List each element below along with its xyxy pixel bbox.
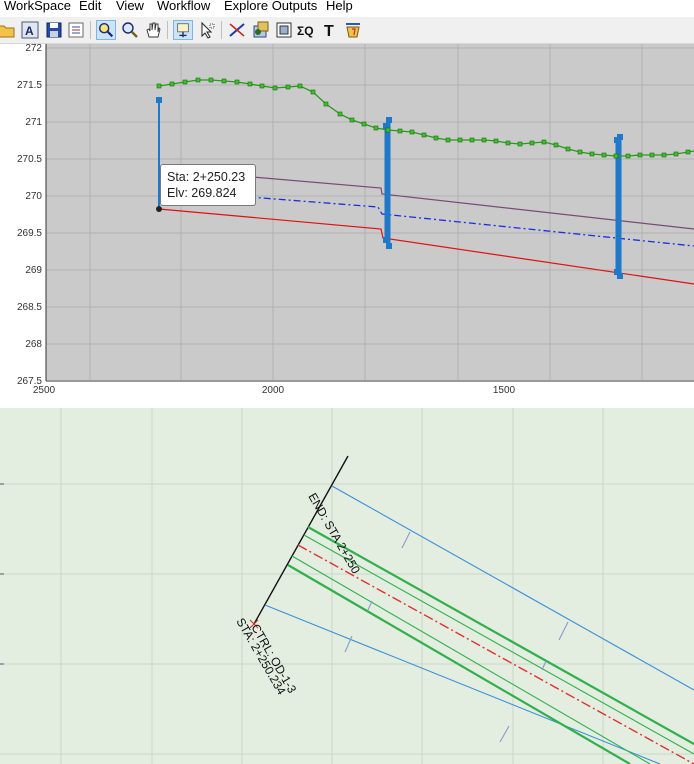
plan-blue-boundary	[264, 485, 694, 764]
toolbar: A ΣQ T	[0, 17, 694, 44]
x-tick-label: 1500	[493, 385, 516, 396]
y-tick-label: 271	[25, 117, 42, 128]
menu-edit[interactable]: Edit	[79, 0, 102, 13]
view-splitter[interactable]	[0, 400, 694, 408]
blue-dashdot-line	[158, 189, 694, 247]
selected-point-marker[interactable]	[156, 206, 162, 212]
centerline	[297, 544, 694, 764]
open-folder-icon[interactable]	[0, 20, 16, 40]
save-icon[interactable]	[44, 20, 64, 40]
toolbar-separator	[221, 21, 222, 39]
x-tick-label: 2000	[262, 385, 285, 396]
plan-green-edge	[287, 526, 694, 764]
y-tick-label: 268	[25, 339, 42, 350]
profile-plot-area	[46, 44, 694, 380]
menu-explore-outputs[interactable]: Explore Outputs	[224, 0, 318, 13]
text-tool-icon[interactable]: T	[320, 20, 340, 40]
structure-line	[158, 100, 622, 276]
y-tick-label: 270	[25, 191, 42, 202]
y-tick-label: 267.5	[17, 376, 42, 387]
profile-view[interactable]: 272 271.5 271 270.5 270 269.5 269 268.5 …	[0, 44, 694, 400]
text-style-icon[interactable]: A	[20, 20, 40, 40]
svg-text:T: T	[324, 23, 334, 40]
structure-node	[156, 97, 623, 279]
y-tick-label: 270.5	[17, 154, 42, 165]
y-tick-label: 268.5	[17, 302, 42, 313]
red-profile-line	[158, 208, 694, 285]
x-tick-label: 2500	[33, 385, 56, 396]
ground-point	[156, 77, 691, 159]
end-section-line	[253, 455, 349, 625]
bucket-icon[interactable]	[343, 20, 363, 40]
plan-view[interactable]: END: STA 2+250 CTRL: OD-1-3 STA: 2+250.2…	[0, 408, 694, 764]
select-point-icon[interactable]	[173, 20, 193, 40]
grid-layers-icon[interactable]	[251, 20, 271, 40]
y-tick-label: 269	[25, 265, 42, 276]
tooltip-elevation: Elv: 269.824	[167, 186, 237, 200]
plan-grid	[0, 408, 694, 764]
line-tool-icon[interactable]	[227, 20, 247, 40]
toolbar-separator	[167, 21, 168, 39]
pan-hand-icon[interactable]	[143, 20, 163, 40]
menu-workspace[interactable]: WorkSpace	[4, 0, 71, 13]
station-tooltip: Sta: 2+250.23 Elv: 269.824	[160, 164, 256, 206]
menu-bar: WorkSpace Edit View Workflow Explore Out…	[0, 0, 694, 17]
menu-help[interactable]: Help	[326, 0, 353, 13]
plan-tick-mark	[344, 531, 569, 743]
plan-background	[0, 408, 694, 764]
y-tick-label: 271.5	[17, 80, 42, 91]
properties-icon[interactable]	[66, 20, 86, 40]
menu-workflow[interactable]: Workflow	[157, 0, 211, 13]
control-point-marker[interactable]	[249, 619, 259, 629]
tooltip-station: Sta: 2+250.23	[167, 170, 246, 184]
zoom-icon[interactable]	[120, 20, 140, 40]
zoom-extents-icon[interactable]	[274, 20, 294, 40]
profile-grid	[46, 44, 694, 380]
menu-view[interactable]: View	[116, 0, 144, 13]
y-tick-label: 269.5	[17, 228, 42, 239]
svg-text:ΣQ: ΣQ	[297, 24, 314, 38]
zoom-window-icon[interactable]	[96, 20, 116, 40]
toolbar-separator	[90, 21, 91, 39]
select-arrow-icon[interactable]	[197, 20, 217, 40]
svg-text:A: A	[25, 24, 34, 38]
y-tick-label: 272	[25, 44, 42, 54]
sum-q-icon[interactable]: ΣQ	[297, 20, 317, 40]
left-tick	[0, 483, 4, 665]
purple-line	[158, 168, 694, 230]
